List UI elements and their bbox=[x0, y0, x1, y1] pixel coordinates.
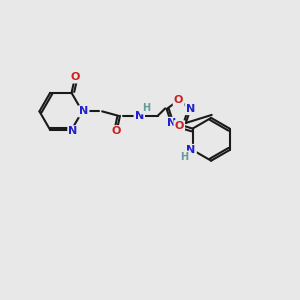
Text: N: N bbox=[135, 111, 144, 121]
Text: N: N bbox=[186, 104, 195, 114]
Text: N: N bbox=[68, 126, 78, 136]
Text: H: H bbox=[180, 152, 188, 161]
Text: O: O bbox=[112, 126, 121, 136]
Text: N: N bbox=[79, 106, 88, 116]
Text: N: N bbox=[187, 145, 196, 155]
Text: O: O bbox=[175, 121, 184, 131]
Text: O: O bbox=[70, 72, 80, 82]
Text: N: N bbox=[167, 118, 176, 128]
Text: O: O bbox=[174, 95, 183, 105]
Text: H: H bbox=[142, 103, 150, 113]
